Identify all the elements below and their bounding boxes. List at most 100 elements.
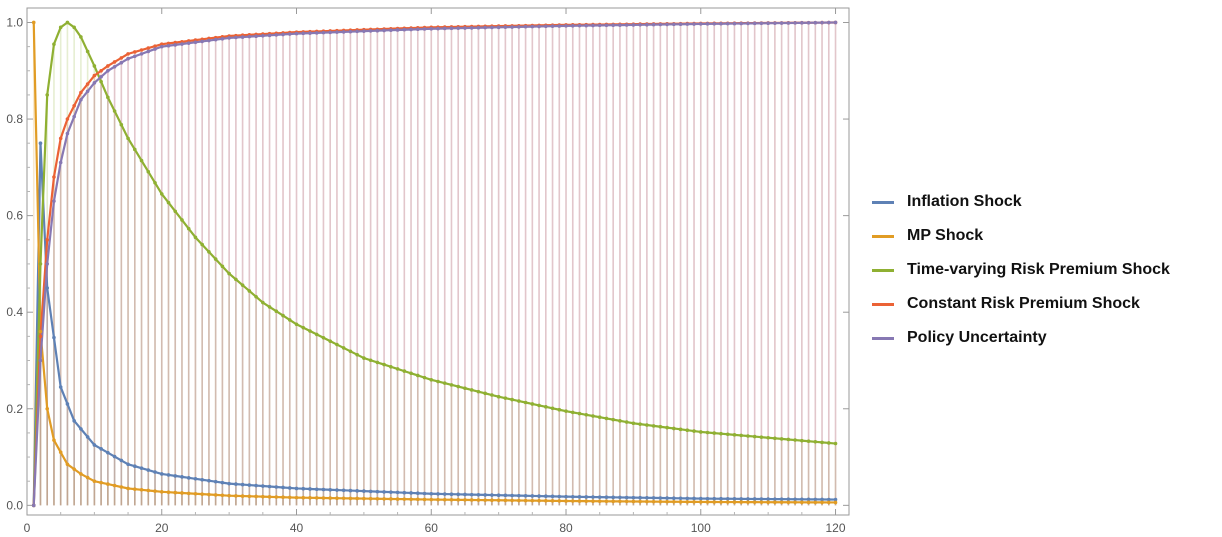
data-point	[362, 29, 366, 33]
data-point	[79, 90, 83, 95]
data-point	[355, 489, 359, 493]
data-point	[99, 79, 103, 84]
data-point	[449, 497, 454, 502]
data-point	[550, 494, 555, 499]
x-tick-label: 40	[290, 521, 304, 535]
data-point	[826, 20, 831, 25]
data-point	[281, 485, 285, 490]
data-point	[207, 492, 211, 497]
data-point	[483, 391, 487, 396]
data-point	[449, 383, 454, 387]
data-point	[52, 175, 56, 179]
data-point	[496, 498, 501, 503]
data-point	[45, 262, 50, 266]
data-point	[294, 31, 299, 36]
data-point	[739, 21, 743, 26]
data-point	[133, 147, 137, 152]
y-tick-label: 0.2	[6, 402, 23, 416]
data-point	[624, 420, 629, 424]
data-point	[570, 494, 575, 499]
data-point	[746, 497, 750, 501]
data-point	[375, 496, 380, 501]
data-point	[153, 180, 157, 185]
data-point	[800, 21, 804, 25]
data-point	[415, 491, 420, 496]
data-point	[624, 499, 629, 504]
data-point	[665, 425, 669, 430]
data-point	[584, 413, 589, 417]
data-point	[106, 68, 110, 73]
data-point	[685, 500, 690, 504]
data-point	[456, 384, 461, 389]
data-point	[604, 416, 609, 421]
data-point	[92, 64, 97, 68]
data-point	[375, 28, 380, 33]
data-point	[382, 28, 386, 33]
data-point	[213, 493, 218, 497]
legend-item: MP Shock	[872, 224, 1170, 248]
data-point	[402, 497, 407, 501]
y-tick-label: 0.6	[6, 209, 23, 223]
data-point	[463, 498, 467, 502]
data-point	[261, 494, 265, 499]
axis-ticks	[26, 8, 849, 515]
legend-swatch	[872, 268, 894, 272]
data-point	[220, 493, 225, 498]
data-point	[631, 499, 636, 504]
data-point	[463, 492, 467, 497]
data-point	[58, 385, 63, 389]
data-point	[355, 352, 359, 357]
legend-swatch	[872, 200, 894, 204]
data-point	[133, 54, 137, 59]
data-point	[564, 409, 568, 413]
data-point	[341, 30, 346, 34]
y-tick-label: 0.4	[6, 305, 23, 319]
data-point	[584, 495, 589, 499]
data-point	[119, 56, 124, 60]
data-point	[254, 483, 258, 488]
data-point	[287, 486, 292, 490]
data-point	[166, 200, 171, 205]
data-point	[328, 496, 332, 500]
data-point	[180, 218, 184, 222]
data-point	[624, 495, 629, 500]
data-point	[79, 472, 83, 476]
data-point	[773, 497, 777, 501]
data-point	[442, 26, 447, 31]
data-point	[355, 29, 359, 34]
data-point	[287, 32, 292, 36]
data-point	[402, 369, 407, 373]
data-point	[301, 486, 306, 491]
data-point	[72, 467, 76, 471]
data-point	[220, 37, 225, 41]
data-point	[207, 250, 211, 254]
data-point	[806, 20, 811, 25]
data-point	[99, 447, 103, 451]
data-point	[692, 496, 696, 501]
data-point	[591, 495, 595, 499]
data-point	[692, 500, 696, 504]
data-point	[476, 498, 481, 502]
data-point	[227, 36, 231, 40]
data-point	[638, 499, 642, 504]
data-point	[779, 500, 784, 505]
data-point	[732, 497, 737, 501]
data-point	[294, 495, 299, 500]
data-point	[85, 475, 90, 480]
data-point	[240, 494, 245, 498]
data-point	[382, 362, 386, 367]
data-point	[274, 309, 279, 314]
data-point	[544, 498, 548, 503]
data-point	[368, 496, 373, 501]
data-point	[429, 378, 434, 382]
data-point	[584, 23, 589, 28]
data-point	[813, 439, 818, 444]
legend-label: MP Shock	[907, 227, 984, 244]
data-point	[732, 433, 737, 437]
data-point	[159, 44, 164, 49]
data-point	[712, 21, 717, 26]
data-point	[806, 497, 811, 502]
data-point	[826, 441, 831, 445]
data-point	[180, 475, 184, 479]
data-point	[645, 423, 649, 427]
